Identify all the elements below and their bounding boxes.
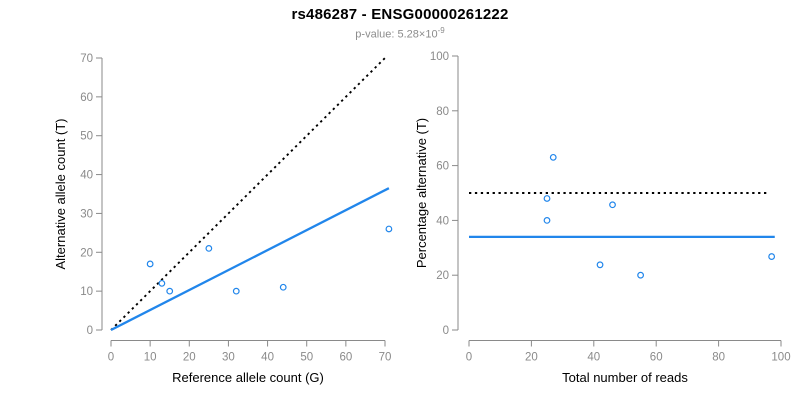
y-tick-label: 40	[436, 215, 449, 227]
x-tick-label: 10	[144, 352, 157, 364]
data-point	[549, 153, 557, 161]
y-tick-label: 70	[80, 53, 93, 65]
x-axis-title: Reference allele count (G)	[172, 370, 324, 385]
figure-subtitle: p-value: 5.28×10-9	[0, 26, 800, 41]
data-point	[637, 271, 644, 279]
x-tick-label: 30	[222, 352, 235, 364]
pvalue-exponent: -9	[437, 26, 445, 35]
x-tick-label: 70	[379, 352, 392, 364]
x-tick-label: 80	[712, 352, 725, 364]
identity-line	[110, 55, 388, 331]
data-point	[768, 253, 776, 260]
y-tick-label: 10	[80, 286, 93, 298]
y-tick-label: 30	[80, 208, 93, 220]
x-tick-label: 60	[650, 352, 663, 364]
figure-header: rs486287 - ENSG00000261222 p-value: 5.28…	[0, 6, 800, 41]
y-axis-title: Percentage alternative (T)	[414, 118, 429, 268]
plot-right: 0 20 40 60 80 100 0 20 40 60 80 100 Total number of …	[414, 51, 791, 385]
x-tick-label: 20	[183, 352, 196, 364]
plot-left: 0 10 20 30 40 50 60 70 0 10 20 30 40 50 60 70 Reference …	[53, 53, 393, 385]
y-tick-label: 40	[80, 170, 93, 182]
y-axis-title: Alternative allele count (T)	[53, 118, 68, 269]
data-point	[232, 287, 240, 295]
y-tick-label: 60	[80, 92, 93, 104]
y-tick-label: 20	[80, 247, 93, 259]
x-tick-label: 0	[466, 352, 472, 364]
data-point	[543, 216, 551, 224]
figure-title: rs486287 - ENSG00000261222	[291, 6, 509, 23]
y-tick-label: 60	[436, 161, 449, 173]
y-tick-label: 100	[430, 51, 449, 63]
data-point	[146, 260, 154, 268]
y-tick-label: 0	[443, 325, 449, 337]
regression-line	[110, 187, 390, 332]
data-point	[609, 201, 616, 209]
data-point	[543, 195, 551, 202]
x-tick-label: 60	[339, 352, 352, 364]
x-tick-label: 40	[587, 352, 600, 364]
data-point	[279, 283, 287, 291]
x-tick-label: 20	[525, 352, 538, 364]
y-tick-label: 0	[87, 325, 93, 337]
data-point	[385, 225, 393, 233]
x-tick-label: 0	[108, 352, 114, 364]
x-tick-label: 100	[771, 352, 790, 364]
data-point	[596, 261, 604, 269]
pvalue-text: p-value: 5.28×10	[355, 28, 438, 41]
y-tick-label: 20	[436, 270, 449, 282]
y-tick-label: 80	[436, 106, 449, 118]
data-point	[166, 287, 174, 295]
y-tick-label: 50	[80, 131, 93, 143]
x-tick-label: 50	[300, 352, 313, 364]
x-axis-title: Total number of reads	[562, 370, 688, 385]
data-point	[158, 279, 166, 287]
data-point	[205, 244, 213, 252]
x-tick-label: 40	[261, 352, 274, 364]
